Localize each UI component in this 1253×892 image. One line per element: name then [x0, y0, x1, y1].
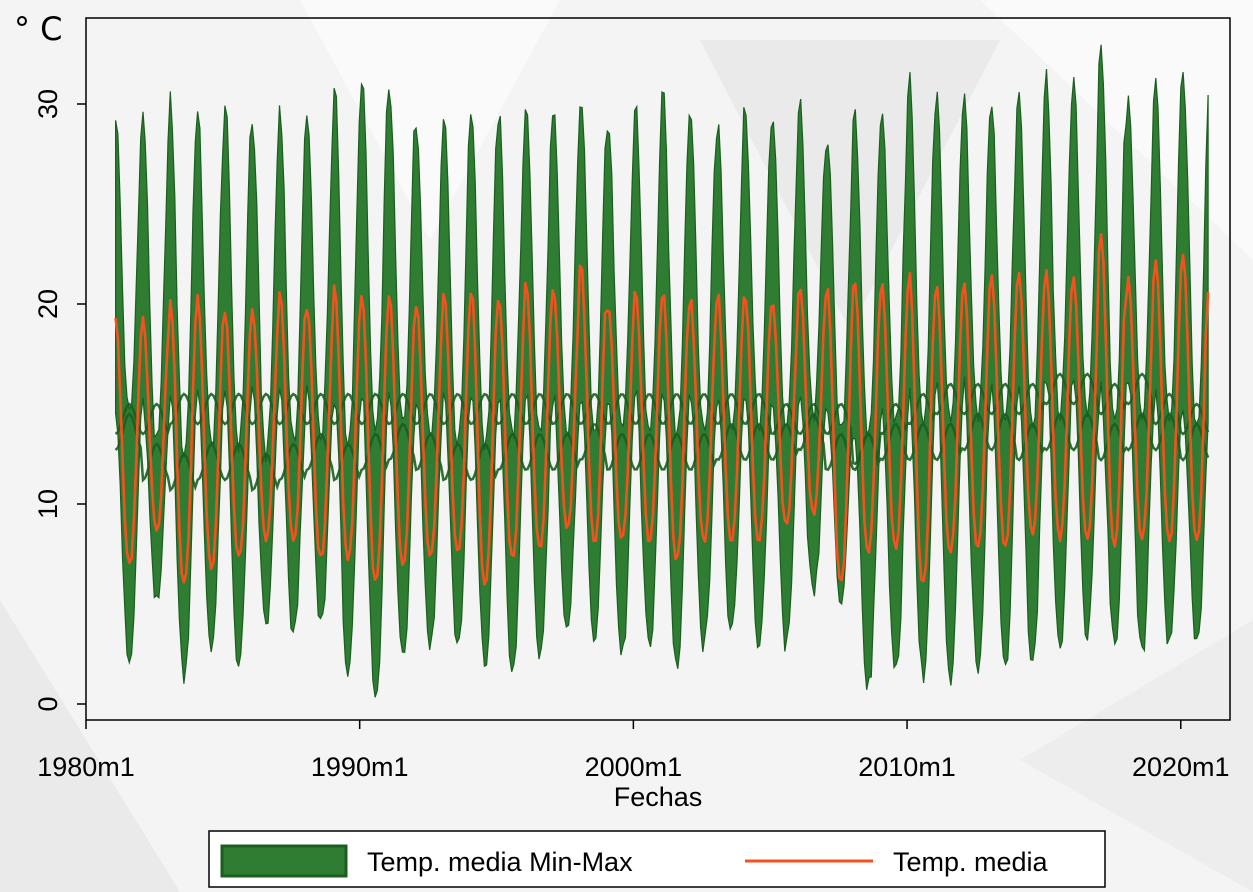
y-tick-label: 20: [33, 289, 63, 319]
unit-label: ° C: [14, 10, 63, 48]
temp-media-line: [114, 233, 1210, 586]
legend-swatch-min-max: [220, 844, 348, 878]
x-tick-label: 2010m1: [858, 752, 956, 782]
x-tick-label: 2020m1: [1132, 752, 1230, 782]
band-area: [115, 44, 1209, 698]
x-axis: 1980m1 1990m1 2000m1 2010m1 2020m1: [37, 720, 1230, 782]
y-axis: 0 10 20 30: [33, 89, 86, 712]
plot-area: [85, 17, 1231, 721]
legend-label-min-max: Temp. media Min-Max: [367, 847, 633, 877]
legend-label-media: Temp. media: [893, 847, 1049, 877]
x-axis-title: Fechas: [614, 782, 703, 812]
legend-box: [208, 830, 1106, 888]
temp-media-series: [114, 233, 1210, 586]
x-tick-label: 1990m1: [311, 752, 409, 782]
x-tick-label: 1980m1: [37, 752, 135, 782]
x-tick-label: 2000m1: [585, 752, 683, 782]
y-tick-label: 30: [33, 89, 63, 119]
y-tick-label: 10: [33, 489, 63, 519]
y-tick-label: 0: [33, 696, 63, 711]
legend: Temp. media Min-Max Temp. media: [208, 830, 1106, 888]
